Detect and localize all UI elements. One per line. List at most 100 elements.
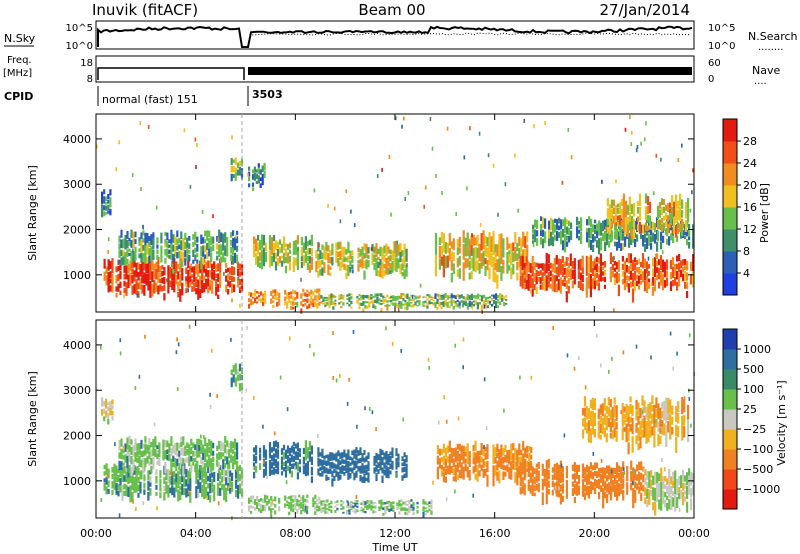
heatmap-cell [591, 482, 595, 491]
heatmap-cell [622, 229, 625, 234]
heatmap-cell [184, 232, 187, 240]
heatmap-cell [661, 410, 664, 419]
heatmap-cell [217, 284, 220, 292]
heatmap-cell [327, 203, 329, 208]
heatmap-cell [644, 497, 647, 505]
heatmap-cell [626, 466, 629, 482]
heatmap-cell [547, 488, 550, 495]
heatmap-cell [520, 456, 523, 461]
heatmap-cell [606, 218, 609, 226]
heatmap-cell [484, 266, 487, 276]
heatmap-cell [251, 187, 255, 191]
heatmap-cell [365, 244, 368, 258]
heatmap-cell [360, 295, 363, 299]
heatmap-cell [318, 505, 321, 512]
colorbar-tick-label: 4 [743, 267, 750, 280]
heatmap-cell [343, 256, 346, 262]
heatmap-cell [405, 248, 408, 262]
heatmap-cell [438, 458, 441, 469]
heatmap-cell [138, 455, 141, 467]
heatmap-cell [286, 454, 290, 464]
heatmap-cell [208, 230, 211, 238]
heatmap-cell [539, 284, 542, 290]
heatmap-cell [224, 436, 227, 444]
heatmap-cell [124, 443, 127, 452]
heatmap-cell [610, 230, 613, 241]
heatmap-cell [432, 304, 435, 306]
heatmap-cell [553, 463, 556, 473]
heatmap-cell [633, 262, 637, 270]
heatmap-cell [165, 481, 168, 494]
heatmap-cell [650, 470, 653, 478]
heatmap-cell [422, 499, 425, 505]
heatmap-cell [526, 244, 529, 257]
heatmap-cell [148, 248, 151, 256]
heatmap-cell [199, 276, 202, 288]
heatmap-cell [571, 488, 574, 496]
heatmap-cell [298, 506, 301, 510]
heatmap-cell [401, 272, 404, 277]
heatmap-cell [629, 253, 632, 264]
heatmap-cell [660, 198, 664, 206]
heatmap-cell [412, 506, 415, 511]
heatmap-cell [342, 506, 345, 510]
heatmap-cell [174, 246, 177, 257]
heatmap-cell [175, 482, 178, 493]
heatmap-cell [567, 257, 569, 262]
heatmap-cell [670, 495, 673, 504]
heatmap-cell [336, 500, 339, 503]
heatmap-cell [188, 324, 191, 329]
heatmap-cell [632, 467, 635, 486]
heatmap-cell [318, 501, 321, 504]
heatmap-cell [185, 288, 188, 294]
heatmap-cell [589, 470, 593, 479]
heatmap-cell [352, 329, 355, 334]
heatmap-cell [177, 281, 180, 292]
heatmap-cell [551, 273, 554, 292]
heatmap-cell [342, 501, 345, 504]
heatmap-cell [164, 243, 167, 248]
heatmap-cell [185, 468, 188, 478]
heatmap-cell [601, 262, 604, 266]
heatmap-cell [491, 298, 494, 302]
heatmap-cell [125, 265, 128, 280]
heatmap-cell [631, 436, 634, 453]
heatmap-cell [554, 234, 557, 241]
heatmap-cell [472, 466, 475, 474]
heatmap-cell [182, 238, 185, 252]
heatmap-cell [114, 442, 116, 447]
heatmap-cell [663, 261, 667, 278]
heatmap-cell [149, 281, 152, 298]
heatmap-cell [161, 277, 164, 284]
heatmap-cell [380, 499, 383, 506]
heatmap-cell [655, 153, 658, 158]
heatmap-cell [583, 395, 587, 407]
heatmap-cell [125, 282, 128, 296]
heatmap-cell [209, 260, 212, 268]
heatmap-cell [585, 277, 588, 298]
heatmap-cell [680, 260, 683, 269]
heatmap-cell [468, 272, 471, 280]
heatmap-cell [317, 270, 320, 278]
heatmap-cell [284, 495, 287, 501]
nsearch-label: N.Search [748, 30, 798, 43]
heatmap-cell [282, 252, 286, 264]
heatmap-cell [530, 375, 533, 380]
heatmap-cell [436, 455, 439, 465]
heatmap-cell [504, 465, 507, 471]
heatmap-cell [231, 298, 233, 303]
heatmap-cell [638, 461, 641, 470]
heatmap-cell [562, 219, 565, 227]
heatmap-cell [613, 260, 616, 266]
heatmap-cell [630, 460, 633, 470]
heatmap-cell [317, 468, 320, 476]
heatmap-cell [573, 366, 576, 371]
heatmap-cell [137, 493, 140, 498]
heatmap-cell [208, 238, 211, 249]
colorbar-tick-label: −500 [743, 463, 773, 476]
heatmap-cell [319, 458, 322, 466]
heatmap-cell [205, 278, 208, 289]
heatmap-cell [618, 465, 621, 473]
heatmap-cell [148, 460, 151, 466]
heatmap-cell [330, 505, 333, 509]
